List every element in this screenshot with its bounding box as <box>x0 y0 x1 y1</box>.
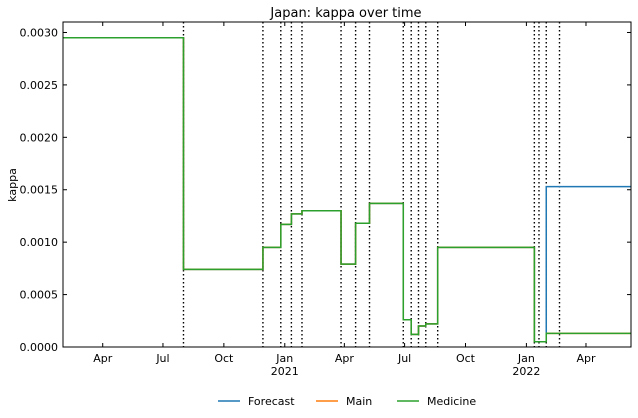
y-tick-label: 0.0015 <box>20 184 59 197</box>
legend-label-forecast: Forecast <box>248 395 295 408</box>
y-tick-label: 0.0010 <box>20 236 59 249</box>
x-tick-label: Jan <box>275 352 293 365</box>
x-tick-label: Apr <box>576 352 596 365</box>
x-tick-label: Jul <box>155 352 169 365</box>
plot-frame <box>62 21 632 348</box>
y-tick-label: 0.0020 <box>20 131 59 144</box>
series-line-medicine <box>63 36 631 343</box>
legend-label-medicine: Medicine <box>427 395 476 408</box>
x-tick-year-label: 2021 <box>271 365 299 378</box>
chart-title: Japan: kappa over time <box>269 6 421 21</box>
y-tick-label: 0.0000 <box>20 341 59 354</box>
y-tick-label: 0.0025 <box>20 79 59 92</box>
x-tick-label: Jul <box>397 352 411 365</box>
x-tick-label: Apr <box>93 352 113 365</box>
y-axis-label: kappa <box>6 168 19 202</box>
x-tick-label: Jan <box>517 352 535 365</box>
x-tick-label: Apr <box>335 352 355 365</box>
x-tick-label: Oct <box>456 352 476 365</box>
x-tick-year-label: 2022 <box>512 365 540 378</box>
legend-label-main: Main <box>346 395 372 408</box>
y-tick-label: 0.0005 <box>20 289 59 302</box>
y-tick-label: 0.0030 <box>20 26 59 39</box>
legend: Forecast Main Medicine <box>218 395 476 408</box>
x-tick-label: Oct <box>214 352 234 365</box>
plot-area: 0.0000 0.0005 0.0010 0.0015 0.0020 0.0025 0.00… <box>20 21 632 378</box>
